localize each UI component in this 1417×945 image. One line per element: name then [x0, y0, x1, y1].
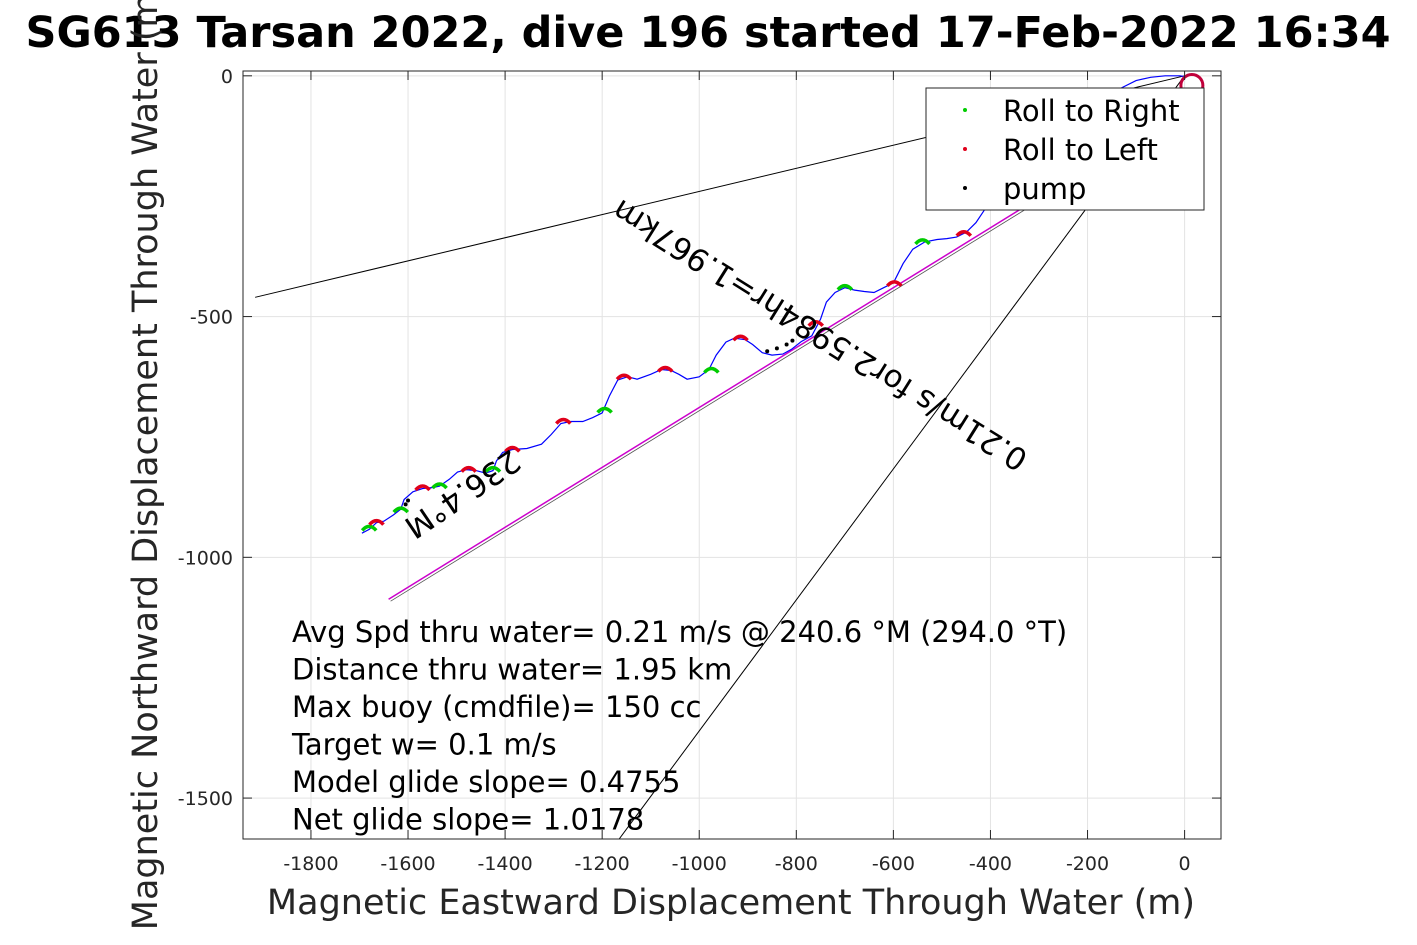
- legend-swatch: [963, 147, 967, 151]
- stats-line: Distance thru water= 1.95 km: [292, 653, 732, 687]
- roll-left-marker: [504, 445, 521, 453]
- legend-swatch: [963, 186, 967, 190]
- stats-line: Max buoy (cmdfile)= 150 cc: [292, 690, 701, 724]
- y-tick-label: 0: [221, 66, 233, 88]
- roll-left-marker: [368, 518, 385, 526]
- x-tick-label: -1400: [477, 853, 532, 875]
- y-tick-label: -500: [190, 307, 233, 329]
- y-tick-label: -1500: [178, 788, 233, 810]
- roll-left-marker: [886, 280, 903, 288]
- roll-left-marker: [732, 334, 749, 342]
- pump-marker: [403, 502, 408, 507]
- x-tick-label: -1000: [672, 853, 727, 875]
- stats-line: Model glide slope= 0.4755: [292, 765, 680, 799]
- stats-text: Avg Spd thru water= 0.21 m/s @ 240.6 °M …: [291, 615, 1067, 837]
- ticks: -1800 -1600 -1400 -1200 -1000 -800 -600 -400 -20…: [178, 66, 1221, 875]
- roll-left-marker: [414, 484, 431, 492]
- roll-right-marker: [431, 482, 448, 490]
- stats-line: Net glide slope= 1.0178: [292, 803, 644, 837]
- plot-frame: [242, 70, 1222, 840]
- x-axis-label: Magnetic Eastward Displacement Through W…: [267, 883, 1195, 923]
- x-tick-label: 0: [1179, 853, 1191, 875]
- pump-marker: [790, 338, 795, 343]
- roll-right-marker: [484, 465, 502, 473]
- legend-label: Roll to Left: [1003, 133, 1158, 167]
- x-tick-label: -800: [775, 853, 818, 875]
- roll-left-marker: [555, 417, 572, 425]
- roll-right-marker: [703, 366, 720, 374]
- legend-label: pump: [1003, 172, 1086, 206]
- chart-title: SG613 Tarsan 2022, dive 196 started 17-F…: [25, 8, 1390, 58]
- roll-right-marker: [392, 506, 410, 514]
- pump-marker: [784, 342, 789, 347]
- target-line: [388, 164, 1093, 600]
- legend-label: Roll to Right: [1003, 94, 1180, 128]
- pump-marker: [774, 346, 779, 351]
- roll-right-marker: [596, 406, 613, 414]
- x-tick-label: -600: [872, 853, 915, 875]
- x-tick-label: -1200: [575, 853, 630, 875]
- stats-line: Target w= 0.1 m/s: [291, 728, 557, 762]
- x-tick-label: -400: [969, 853, 1012, 875]
- target-line-shadow: [390, 166, 1095, 602]
- x-tick-label: -1600: [380, 853, 435, 875]
- roll-left-marker: [460, 465, 478, 473]
- roll-left-marker: [955, 230, 973, 237]
- roll-left-marker: [807, 320, 825, 328]
- legend-box: [925, 87, 1205, 211]
- x-tick-label: -200: [1066, 853, 1109, 875]
- legend: Roll to Right Roll to Left pump: [925, 87, 1205, 211]
- pump-marker: [765, 349, 770, 354]
- pump-marker: [406, 498, 411, 503]
- legend-swatch: [963, 108, 967, 112]
- roll-left-marker: [615, 373, 633, 381]
- y-axis-label: Magnetic Northward Displacement Through …: [126, 0, 166, 930]
- stats-line: Avg Spd thru water= 0.21 m/s @ 240.6 °M …: [292, 615, 1067, 649]
- roll-left-marker: [656, 365, 674, 373]
- y-tick-label: -1000: [178, 547, 233, 569]
- x-tick-label: -1800: [283, 853, 338, 875]
- roll-right-marker: [914, 238, 931, 246]
- roll-right-marker: [836, 283, 854, 291]
- roll-right-marker: [360, 524, 378, 532]
